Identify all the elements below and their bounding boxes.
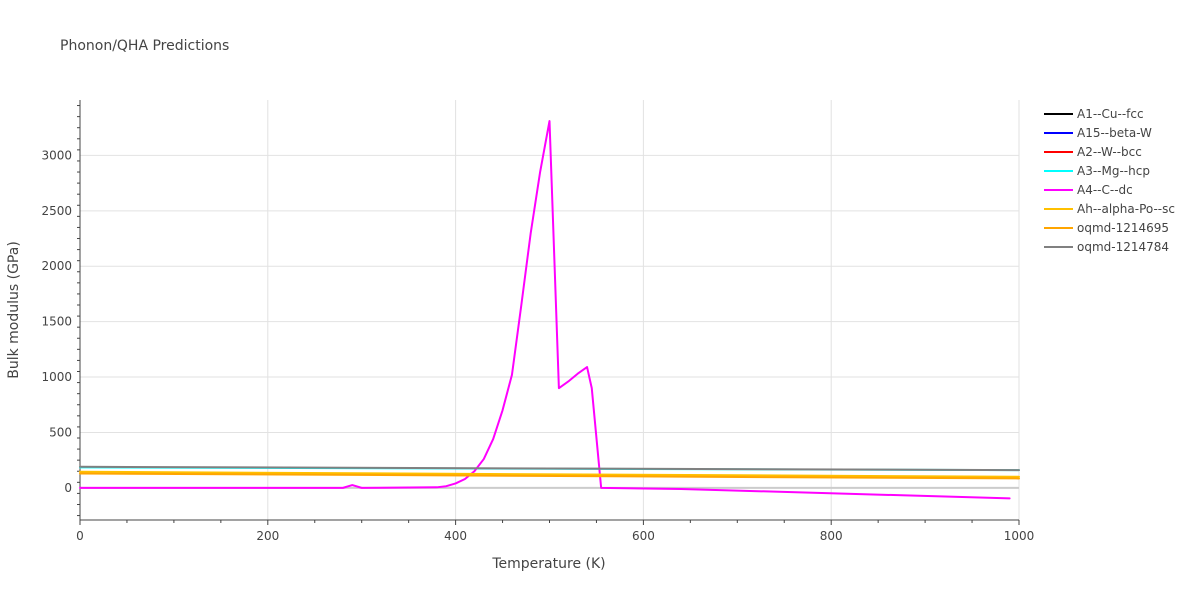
x-tick-label: 0 xyxy=(76,529,84,543)
series-line-4[interactable] xyxy=(79,120,1011,500)
x-tick-label: 400 xyxy=(444,529,467,543)
series-line-7[interactable] xyxy=(79,465,1020,472)
y-tick-label: 3000 xyxy=(41,148,72,162)
legend[interactable]: A1--Cu--fcc A15--beta-W A2--W--bcc A3--Mg--… xyxy=(1044,107,1175,254)
legend-item[interactable]: oqmd-1214784 xyxy=(1044,240,1169,254)
x-tick-label: 200 xyxy=(256,529,279,543)
y-tick-label: 1000 xyxy=(41,370,72,384)
series-line-5[interactable] xyxy=(79,470,1020,478)
legend-item[interactable]: oqmd-1214695 xyxy=(1044,221,1169,235)
legend-item[interactable]: A4--C--dc xyxy=(1044,183,1133,197)
y-tick-label: 500 xyxy=(49,425,72,439)
legend-label: oqmd-1214784 xyxy=(1077,240,1169,254)
legend-label: A3--Mg--hcp xyxy=(1077,164,1150,178)
legend-item[interactable]: A3--Mg--hcp xyxy=(1044,164,1150,178)
series-line-6[interactable] xyxy=(79,472,1020,480)
series-layer xyxy=(79,120,1020,500)
legend-item[interactable]: Ah--alpha-Po--sc xyxy=(1044,202,1175,216)
x-tick-label: 1000 xyxy=(1004,529,1035,543)
legend-item[interactable]: A1--Cu--fcc xyxy=(1044,107,1144,121)
y-axis-title: Bulk modulus (GPa) xyxy=(6,241,22,379)
legend-label: A15--beta-W xyxy=(1077,126,1152,140)
y-tick-label: 2000 xyxy=(41,259,72,273)
legend-label: Ah--alpha-Po--sc xyxy=(1077,202,1175,216)
legend-label: A1--Cu--fcc xyxy=(1077,107,1144,121)
x-axis-title: Temperature (K) xyxy=(491,556,605,572)
grid-layer xyxy=(80,100,1020,520)
y-tick-label: 2500 xyxy=(41,204,72,218)
legend-item[interactable]: A15--beta-W xyxy=(1044,126,1152,140)
x-tick-label: 600 xyxy=(632,529,655,543)
chart-title: Phonon/QHA Predictions xyxy=(60,38,229,54)
legend-item[interactable]: A2--W--bcc xyxy=(1044,145,1142,159)
legend-label: A4--C--dc xyxy=(1077,183,1133,197)
legend-label: oqmd-1214695 xyxy=(1077,221,1169,235)
axes-layer: 0 200 400 600 800 1000 0 500 1000 1500 2000 2500 300… xyxy=(41,100,1034,543)
legend-label: A2--W--bcc xyxy=(1077,145,1142,159)
y-tick-label: 1500 xyxy=(41,315,72,329)
y-tick-label: 0 xyxy=(64,481,72,495)
x-tick-label: 800 xyxy=(820,529,843,543)
